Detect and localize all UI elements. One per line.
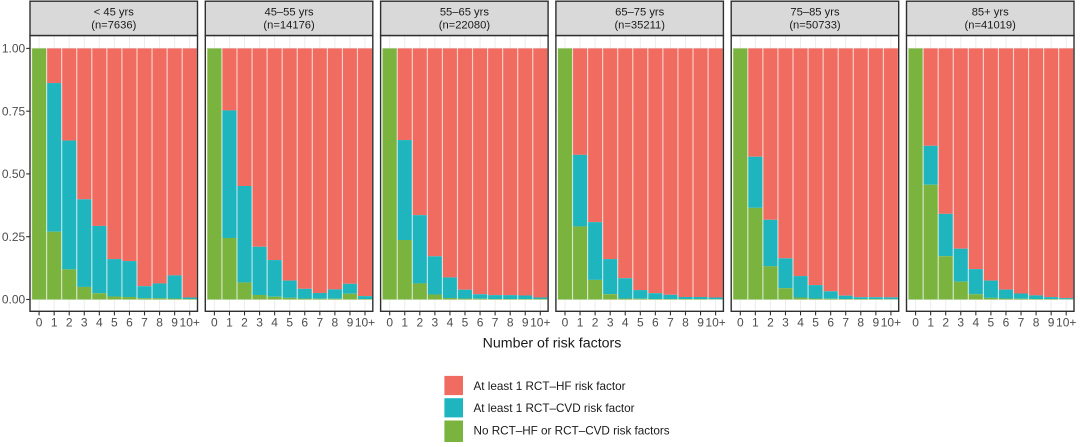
svg-text:5: 5	[286, 315, 293, 329]
svg-text:10+: 10+	[1056, 315, 1076, 329]
svg-text:4: 4	[447, 315, 454, 329]
svg-text:10+: 10+	[355, 315, 375, 329]
svg-text:3: 3	[432, 315, 439, 329]
svg-text:85+ yrs: 85+ yrs	[972, 7, 1009, 19]
svg-text:2: 2	[592, 315, 599, 329]
svg-text:5: 5	[462, 315, 469, 329]
svg-text:0.00: 0.00	[2, 293, 26, 307]
svg-text:9: 9	[347, 315, 354, 329]
svg-text:3: 3	[607, 315, 614, 329]
svg-text:5: 5	[637, 315, 644, 329]
svg-text:65–75 yrs: 65–75 yrs	[615, 7, 665, 19]
svg-text:(n=14176): (n=14176)	[263, 19, 315, 31]
svg-text:0: 0	[912, 315, 919, 329]
svg-text:5: 5	[111, 315, 118, 329]
svg-text:3: 3	[256, 315, 263, 329]
svg-text:(n=22080): (n=22080)	[439, 19, 491, 31]
svg-text:(n=41019): (n=41019)	[965, 19, 1017, 31]
svg-text:(n=35211): (n=35211)	[614, 19, 665, 31]
svg-text:At least 1 RCT–HF risk factor: At least 1 RCT–HF risk factor	[474, 380, 626, 393]
svg-text:4: 4	[972, 315, 979, 329]
svg-text:1.00: 1.00	[2, 42, 26, 56]
svg-text:4: 4	[622, 315, 629, 329]
svg-text:0: 0	[36, 315, 43, 329]
svg-text:2: 2	[241, 315, 248, 329]
svg-text:10+: 10+	[180, 315, 200, 329]
svg-text:6: 6	[827, 315, 834, 329]
svg-text:6: 6	[1003, 315, 1010, 329]
svg-text:9: 9	[522, 315, 529, 329]
svg-text:0: 0	[386, 315, 393, 329]
svg-text:3: 3	[81, 315, 88, 329]
svg-text:0.50: 0.50	[2, 167, 26, 181]
svg-text:7: 7	[141, 315, 148, 329]
svg-text:10+: 10+	[881, 315, 901, 329]
svg-text:4: 4	[271, 315, 278, 329]
svg-text:No RCT–HF or RCT–CVD risk fact: No RCT–HF or RCT–CVD risk factors	[474, 424, 670, 437]
svg-text:10+: 10+	[705, 315, 725, 329]
svg-text:3: 3	[782, 315, 789, 329]
svg-text:7: 7	[842, 315, 849, 329]
svg-text:2: 2	[767, 315, 774, 329]
svg-text:4: 4	[96, 315, 103, 329]
svg-text:8: 8	[857, 315, 864, 329]
svg-text:(n=7636): (n=7636)	[91, 19, 136, 31]
svg-text:6: 6	[126, 315, 133, 329]
svg-text:1: 1	[51, 315, 58, 329]
svg-text:9: 9	[1048, 315, 1055, 329]
svg-text:1: 1	[927, 315, 934, 329]
svg-text:1: 1	[752, 315, 759, 329]
svg-text:10+: 10+	[530, 315, 550, 329]
svg-text:8: 8	[507, 315, 514, 329]
svg-text:5: 5	[988, 315, 995, 329]
svg-text:2: 2	[66, 315, 73, 329]
svg-text:55–65 yrs: 55–65 yrs	[440, 7, 490, 19]
svg-text:7: 7	[667, 315, 674, 329]
svg-text:0: 0	[737, 315, 744, 329]
svg-text:6: 6	[652, 315, 659, 329]
svg-text:Number of risk factors: Number of risk factors	[483, 336, 622, 352]
svg-text:8: 8	[682, 315, 689, 329]
svg-text:At least 1 RCT–CVD risk factor: At least 1 RCT–CVD risk factor	[474, 402, 635, 415]
svg-text:(n=50733): (n=50733)	[789, 19, 841, 31]
svg-text:< 45 yrs: < 45 yrs	[94, 7, 135, 19]
svg-text:45–55 yrs: 45–55 yrs	[265, 7, 315, 19]
svg-text:1: 1	[401, 315, 408, 329]
svg-text:6: 6	[301, 315, 308, 329]
svg-text:75–85 yrs: 75–85 yrs	[790, 7, 840, 19]
svg-text:9: 9	[872, 315, 879, 329]
svg-text:7: 7	[316, 315, 323, 329]
svg-text:8: 8	[156, 315, 163, 329]
svg-text:4: 4	[797, 315, 804, 329]
svg-text:0: 0	[211, 315, 218, 329]
svg-text:0.25: 0.25	[2, 230, 26, 244]
svg-text:6: 6	[477, 315, 484, 329]
svg-text:0.75: 0.75	[2, 104, 26, 118]
svg-text:7: 7	[492, 315, 499, 329]
svg-text:8: 8	[332, 315, 339, 329]
svg-text:2: 2	[416, 315, 423, 329]
svg-text:1: 1	[577, 315, 584, 329]
svg-text:5: 5	[812, 315, 819, 329]
svg-text:1: 1	[226, 315, 233, 329]
svg-text:7: 7	[1018, 315, 1025, 329]
svg-text:9: 9	[171, 315, 178, 329]
svg-text:8: 8	[1033, 315, 1040, 329]
svg-text:0: 0	[562, 315, 569, 329]
svg-text:2: 2	[942, 315, 949, 329]
svg-text:9: 9	[697, 315, 704, 329]
svg-text:3: 3	[957, 315, 964, 329]
